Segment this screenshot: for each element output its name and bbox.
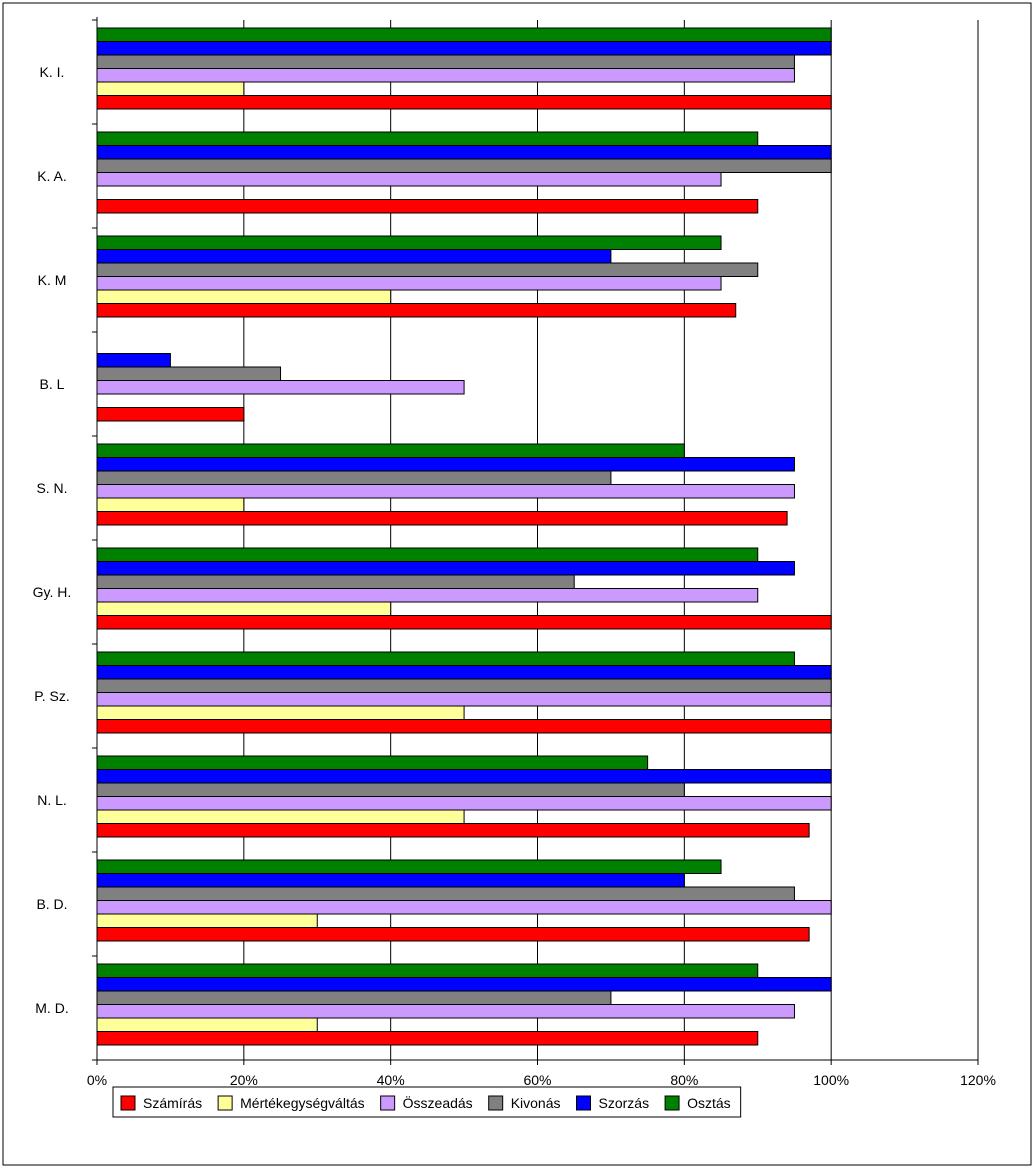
bar-3-0 [96,54,795,69]
legend-swatch [488,1095,504,1111]
bar-5-2 [96,235,722,250]
axis-labels: K. I. K. A. K. M B. L S. N. Gy. H. P. Sz. N. L.… [33,64,996,1088]
bar-2-7 [96,796,832,811]
bars [96,27,832,1046]
bar-2-3 [96,380,465,395]
bar-4-7 [96,769,832,784]
category-label: M. D. [35,1000,68,1016]
bar-2-1 [96,172,722,187]
bar-0-3 [96,407,245,422]
bar-3-1 [96,158,832,173]
category-label: K. I. [40,64,65,80]
bar-4-6 [96,665,832,680]
legend: Számírás Mértékegységváltás Összeadás Kivon… [112,1086,742,1118]
legend-box [112,1086,742,1118]
category-label: N. L. [37,792,67,808]
bar-1-9 [96,1017,318,1032]
bar-4-4 [96,457,795,472]
bar-4-0 [96,41,832,56]
x-tick-label: 60% [523,1072,551,1088]
bar-5-6 [96,651,795,666]
x-tick-label: 20% [230,1072,258,1088]
bar-0-8 [96,927,810,942]
legend-label: Szorzás [599,1095,650,1111]
bar-3-8 [96,886,795,901]
x-tick-label: 120% [960,1072,996,1088]
bar-0-6 [96,719,832,734]
legend-swatch [217,1095,233,1111]
legend-swatch [576,1095,591,1111]
x-tick-label: 80% [670,1072,698,1088]
bar-0-5 [96,615,832,630]
category-label: K. M [38,272,67,288]
category-label: P. Sz. [34,688,70,704]
category-label: B. D. [36,896,67,912]
bar-1-7 [96,809,465,824]
bar-3-7 [96,782,685,797]
bar-2-0 [96,68,795,83]
bar-3-4 [96,470,612,485]
legend-swatch [380,1095,396,1111]
x-tick-label: 100% [813,1072,849,1088]
bar-3-6 [96,678,832,693]
bar-0-4 [96,511,788,526]
bar-3-3 [96,366,282,381]
bar-3-5 [96,574,575,589]
bar-2-5 [96,588,759,603]
bar-5-4 [96,443,685,458]
category-label: K. A. [37,168,67,184]
bar-5-9 [96,963,759,978]
legend-swatch [664,1095,680,1111]
bar-1-4 [96,497,245,512]
bar-1-0 [96,81,245,96]
bar-4-8 [96,873,685,888]
bar-0-7 [96,823,810,838]
bar-0-9 [96,1031,759,1046]
bar-4-3 [96,353,171,368]
category-label: S. N. [36,480,67,496]
bar-4-5 [96,561,795,576]
bar-5-8 [96,859,722,874]
bar-5-1 [96,131,759,146]
bar-4-9 [96,977,832,992]
bar-1-5 [96,601,392,616]
x-tick-label: 0% [87,1072,107,1088]
bar-0-0 [96,95,832,110]
bar-5-7 [96,755,649,770]
legend-swatch [120,1095,136,1111]
category-label: B. L [40,376,65,392]
bar-2-6 [96,692,832,707]
bar-2-9 [96,1004,795,1019]
bar-1-2 [96,289,392,304]
axes [92,17,979,1065]
bar-0-1 [96,199,759,214]
bar-1-6 [96,705,465,720]
legend-label: Mértékegységváltás [240,1095,365,1111]
bar-4-1 [96,145,832,160]
legend-label: Számírás [143,1095,202,1111]
bar-5-5 [96,547,759,562]
legend-label: Osztás [687,1095,731,1111]
bar-3-9 [96,990,612,1005]
legend-label: Kivonás [511,1095,561,1111]
bar-2-2 [96,276,722,291]
x-tick-label: 40% [377,1072,405,1088]
legend-label: Összeadás [403,1094,473,1111]
bar-5-0 [96,27,832,42]
bar-4-2 [96,249,612,264]
bar-0-2 [96,303,737,318]
bar-2-4 [96,484,795,499]
bar-3-2 [96,262,759,277]
bar-1-8 [96,913,318,928]
bar-2-8 [96,900,832,915]
category-label: Gy. H. [33,584,72,600]
